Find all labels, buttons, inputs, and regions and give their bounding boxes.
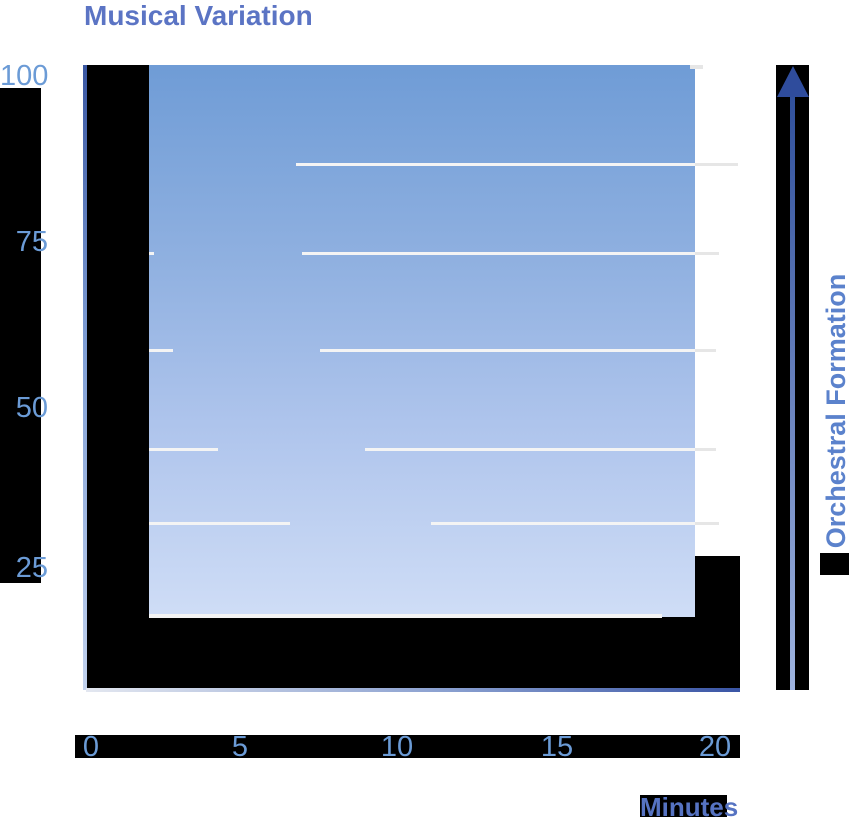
gridline-segment (296, 163, 695, 166)
up-arrow-head-icon (777, 66, 809, 97)
y-tick-label: 75 (15, 226, 48, 258)
right-axis-label: Orchestral Formation (821, 273, 851, 549)
plot-background-right (695, 556, 740, 688)
x-axis-line (86, 688, 740, 692)
y-axis-line (83, 65, 87, 690)
plot-background-bottom (86, 617, 740, 688)
gridline-segment (365, 448, 695, 451)
area-series-fill (149, 65, 695, 617)
plot-background-left (86, 65, 149, 688)
x-tick-label: 5 (231, 731, 249, 763)
x-tick-label: 0 (82, 731, 100, 763)
y-tick-label: 50 (15, 392, 48, 424)
gridline-segment (149, 448, 218, 451)
gridline-segment (149, 522, 290, 525)
gridline-segment (149, 252, 154, 255)
gridline-segment (302, 252, 695, 255)
gridline-segment (695, 349, 716, 352)
up-arrow-icon (790, 94, 795, 690)
minutes-label-black-box (640, 795, 727, 817)
x-tick-label: 15 (540, 731, 574, 763)
area-baseline-white-line (149, 614, 662, 618)
gridline-segment (149, 349, 173, 352)
y-tick-label: 100 (0, 60, 49, 92)
y-label-black-column (0, 88, 41, 583)
x-tick-label: 10 (380, 731, 414, 763)
x-tick-black-strip (75, 735, 740, 758)
gridline-segment (695, 252, 719, 255)
gridline-segment (695, 163, 738, 166)
gridline-segment (695, 522, 719, 525)
x-axis-label: Minutes (640, 792, 739, 820)
x-tick-label: 20 (698, 731, 732, 763)
gridline-segment (320, 349, 695, 352)
gridline-segment (431, 522, 695, 525)
gridline-segment (695, 448, 716, 451)
chart-title: Musical Variation (84, 0, 313, 31)
y-tick-label: 25 (15, 552, 48, 584)
right-label-black-box (820, 553, 849, 575)
top-right-tick-mark (690, 65, 703, 69)
